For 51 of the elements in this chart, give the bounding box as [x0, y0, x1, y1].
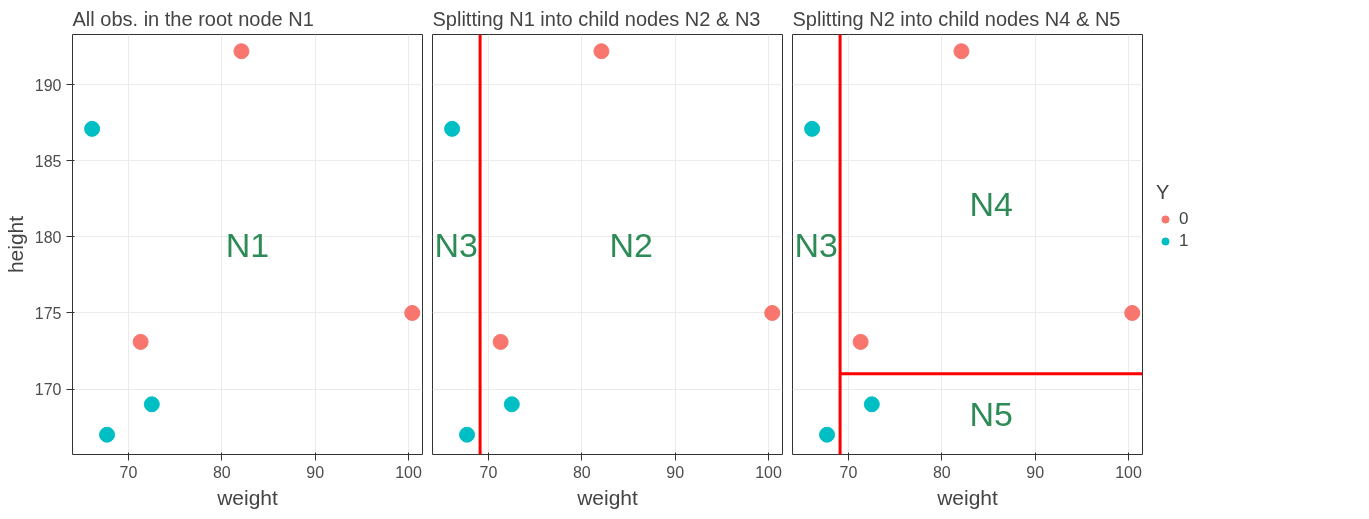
chart-title: Splitting N2 into child nodes N4 & N5 — [792, 7, 1121, 30]
point — [804, 120, 821, 137]
y-tick-label: 180 — [34, 228, 62, 246]
x-tick-label: 100 — [395, 463, 422, 481]
annotation: N3 — [434, 225, 479, 264]
point — [1124, 304, 1141, 321]
y-tick-label: 175 — [34, 304, 62, 322]
x-axis-title: weight — [216, 485, 279, 509]
point — [99, 426, 116, 443]
x-tick-label: 80 — [212, 463, 231, 481]
x-axis-title: weight — [936, 485, 999, 509]
y-axis-title: height — [3, 215, 27, 274]
y-tick-label: 190 — [34, 76, 62, 94]
x-tick-label: 80 — [572, 463, 591, 481]
point — [852, 333, 869, 350]
x-tick-label: 90 — [1026, 463, 1045, 481]
x-tick-label: 100 — [1115, 463, 1142, 481]
annotation: N3 — [794, 225, 839, 264]
point — [132, 333, 149, 350]
legend-label: 1 — [1179, 231, 1190, 251]
x-tick-label: 80 — [932, 463, 951, 481]
x-tick-label: 90 — [306, 463, 325, 481]
point — [233, 43, 250, 60]
x-tick-label: 70 — [479, 463, 498, 481]
point — [404, 304, 421, 321]
point — [444, 120, 461, 137]
legend-title: Y — [1156, 181, 1171, 204]
y-tick-label: 185 — [34, 152, 62, 170]
chart-title: Splitting N1 into child nodes N2 & N3 — [432, 7, 761, 30]
annotation: N1 — [225, 225, 270, 264]
point — [143, 396, 160, 413]
point — [492, 333, 509, 350]
point — [459, 426, 476, 443]
y-tick-label: 170 — [34, 381, 62, 399]
point — [764, 304, 781, 321]
annotation: N2 — [609, 225, 654, 264]
point — [84, 120, 101, 137]
chart-title: All obs. in the root node N1 — [72, 7, 314, 30]
point — [593, 43, 610, 60]
x-tick-label: 70 — [119, 463, 138, 481]
x-axis-title: weight — [576, 485, 639, 509]
point — [863, 396, 880, 413]
annotation: N5 — [969, 395, 1014, 434]
point — [503, 396, 520, 413]
point — [953, 43, 970, 60]
x-tick-label: 70 — [839, 463, 858, 481]
annotation: N4 — [969, 185, 1014, 224]
x-tick-label: 90 — [666, 463, 685, 481]
x-tick-label: 100 — [755, 463, 782, 481]
point — [819, 426, 836, 443]
legend-label: 0 — [1179, 209, 1190, 229]
